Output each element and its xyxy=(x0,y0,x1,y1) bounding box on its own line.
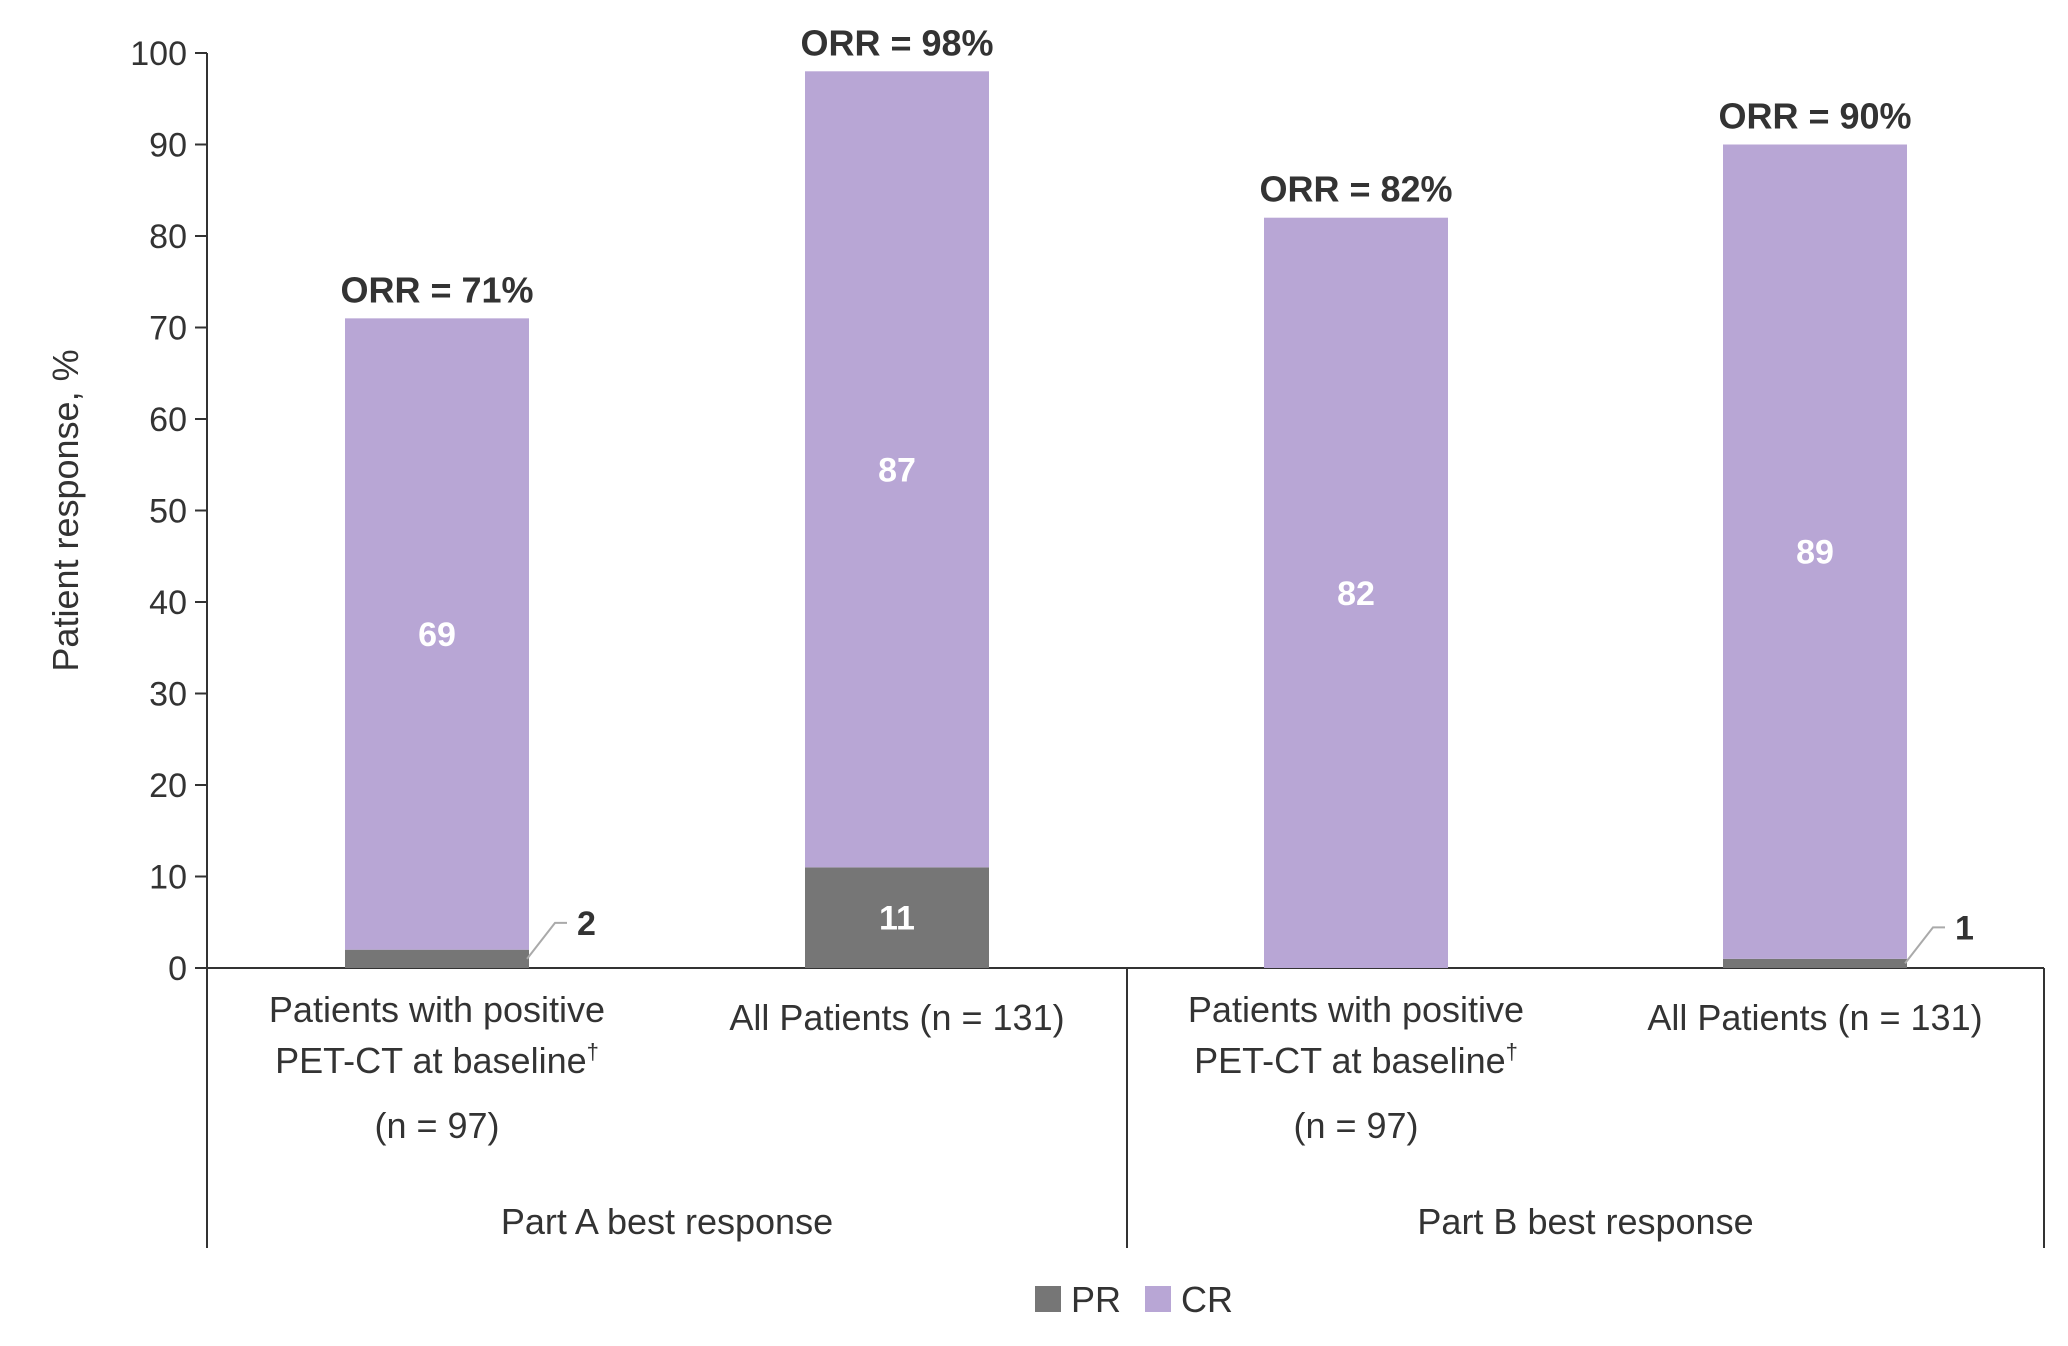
y-tick-label: 30 xyxy=(149,676,187,714)
bar-cr-2 xyxy=(1264,217,1448,968)
labels: ORR = 71% 69 2 Patients with positive PET-CT… xyxy=(269,22,1983,1242)
category-label: Patients with positive xyxy=(1188,989,1524,1030)
total-label: ORR = 98% xyxy=(800,22,993,63)
cr-value-label: 87 xyxy=(878,451,916,489)
category-label: PET-CT at baseline† xyxy=(275,1039,599,1081)
y-tick-label: 50 xyxy=(149,493,187,531)
category-label: PET-CT at baseline† xyxy=(1194,1039,1518,1081)
cr-value-label: 69 xyxy=(418,616,456,654)
bar-pr-0 xyxy=(345,949,529,968)
category-label: (n = 97) xyxy=(374,1105,499,1146)
y-tick-label: 100 xyxy=(130,35,187,73)
y-tick-label: 60 xyxy=(149,401,187,439)
category-label: (n = 97) xyxy=(1293,1105,1418,1146)
total-label: ORR = 82% xyxy=(1259,169,1452,210)
total-label: ORR = 71% xyxy=(340,269,533,310)
y-tick-label: 90 xyxy=(149,127,187,165)
legend-swatch-pr xyxy=(1035,1286,1061,1312)
category-label: All Patients (n = 131) xyxy=(1647,997,1982,1038)
y-tick-label: 40 xyxy=(149,584,187,622)
pr-leader-line xyxy=(1904,926,1945,965)
legend-label: PR xyxy=(1071,1279,1121,1320)
pr-value-label: 2 xyxy=(577,905,596,943)
pr-leader-line xyxy=(526,921,567,960)
cr-value-label: 89 xyxy=(1796,534,1834,572)
bar-cr-1 xyxy=(805,71,989,868)
cr-value-label: 82 xyxy=(1337,575,1375,613)
bar-cr-0 xyxy=(345,318,529,950)
category-label: All Patients (n = 131) xyxy=(729,997,1064,1038)
y-tick-label: 10 xyxy=(149,859,187,897)
pr-value-label: 1 xyxy=(1955,909,1974,947)
y-axis-title: Patient response, % xyxy=(45,349,86,671)
footnote-marker: † xyxy=(587,1039,599,1064)
y-tick-label: 70 xyxy=(149,310,187,348)
category-label: Patients with positive xyxy=(269,989,605,1030)
group-label: Part B best response xyxy=(1417,1201,1753,1242)
total-label: ORR = 90% xyxy=(1718,96,1911,137)
y-tick-label: 20 xyxy=(149,767,187,805)
footnote-marker: † xyxy=(1506,1039,1518,1064)
bar-cr-3 xyxy=(1723,144,1907,959)
y-tick-label: 0 xyxy=(168,950,187,988)
group-label: Part A best response xyxy=(501,1201,833,1242)
bar-pr-3 xyxy=(1723,958,1907,968)
pr-value-label: 11 xyxy=(879,900,915,938)
legend-swatch-cr xyxy=(1145,1286,1171,1312)
bar-pr-1 xyxy=(805,867,989,968)
legend: PR CR xyxy=(1035,1279,1233,1320)
legend-label: CR xyxy=(1181,1279,1233,1320)
y-tick-label: 80 xyxy=(149,218,187,256)
bars xyxy=(345,71,1907,968)
